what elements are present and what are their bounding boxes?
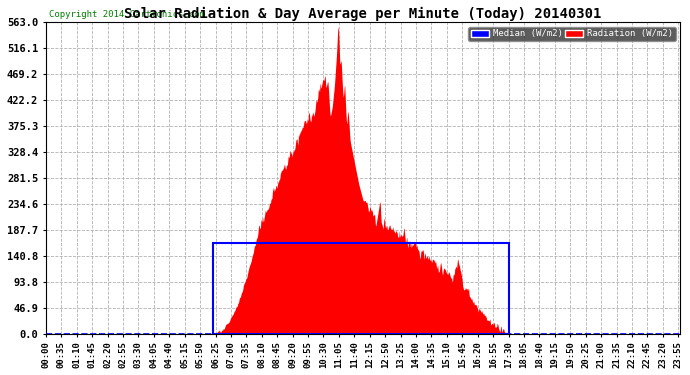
Legend: Median (W/m2), Radiation (W/m2): Median (W/m2), Radiation (W/m2) <box>469 27 676 41</box>
Bar <box>213 243 509 333</box>
Text: Copyright 2014 Cartronics.com: Copyright 2014 Cartronics.com <box>49 10 205 19</box>
Title: Solar Radiation & Day Average per Minute (Today) 20140301: Solar Radiation & Day Average per Minute… <box>124 7 602 21</box>
